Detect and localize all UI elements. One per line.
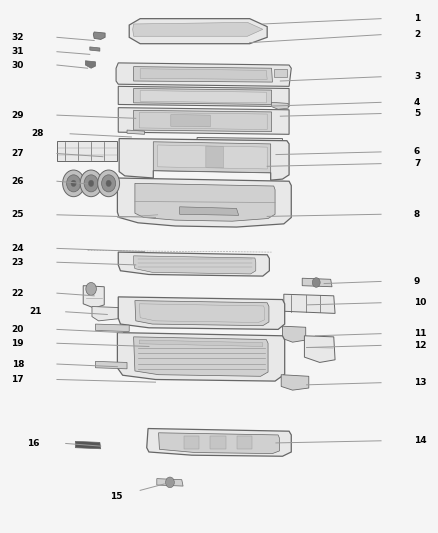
- Text: 9: 9: [414, 277, 420, 286]
- Polygon shape: [95, 324, 129, 332]
- Text: 3: 3: [414, 72, 420, 81]
- Text: 12: 12: [414, 341, 427, 350]
- Polygon shape: [75, 441, 101, 449]
- Polygon shape: [118, 108, 289, 134]
- Polygon shape: [302, 278, 332, 287]
- Polygon shape: [129, 19, 267, 44]
- Text: 30: 30: [12, 61, 24, 69]
- Polygon shape: [210, 436, 226, 449]
- Text: 17: 17: [11, 375, 24, 384]
- Text: 1: 1: [414, 14, 420, 23]
- Circle shape: [80, 170, 102, 197]
- Polygon shape: [134, 67, 272, 82]
- Text: 31: 31: [11, 47, 24, 56]
- Polygon shape: [140, 91, 266, 103]
- Polygon shape: [284, 294, 335, 313]
- Text: 13: 13: [414, 378, 427, 387]
- Text: 25: 25: [11, 211, 24, 219]
- Polygon shape: [118, 252, 269, 276]
- Polygon shape: [134, 88, 272, 104]
- Text: 32: 32: [11, 33, 24, 42]
- Circle shape: [84, 175, 98, 192]
- Circle shape: [63, 170, 85, 197]
- Polygon shape: [90, 47, 100, 51]
- Text: 22: 22: [11, 289, 24, 297]
- Polygon shape: [281, 375, 309, 390]
- Polygon shape: [83, 286, 104, 308]
- Polygon shape: [147, 429, 291, 456]
- Polygon shape: [139, 304, 265, 322]
- Polygon shape: [133, 22, 263, 36]
- Text: 20: 20: [12, 325, 24, 334]
- Polygon shape: [180, 207, 239, 215]
- Circle shape: [312, 278, 320, 287]
- Polygon shape: [57, 141, 117, 161]
- Text: 2: 2: [414, 30, 420, 39]
- Text: 26: 26: [11, 177, 24, 185]
- Circle shape: [106, 180, 111, 187]
- Polygon shape: [134, 110, 272, 132]
- Polygon shape: [134, 337, 268, 376]
- Polygon shape: [134, 256, 256, 274]
- Text: 24: 24: [11, 244, 24, 253]
- Text: 16: 16: [27, 439, 39, 448]
- Text: 23: 23: [11, 258, 24, 266]
- Polygon shape: [135, 301, 269, 326]
- Polygon shape: [118, 297, 285, 329]
- Circle shape: [166, 477, 174, 488]
- Polygon shape: [197, 138, 283, 149]
- Text: 19: 19: [11, 339, 24, 348]
- Polygon shape: [184, 436, 199, 449]
- Polygon shape: [274, 69, 287, 77]
- Polygon shape: [140, 69, 267, 79]
- Polygon shape: [283, 326, 306, 342]
- Text: 21: 21: [29, 308, 42, 316]
- Circle shape: [71, 180, 76, 187]
- Polygon shape: [85, 61, 95, 68]
- Polygon shape: [117, 333, 285, 381]
- Text: 18: 18: [11, 360, 24, 368]
- Polygon shape: [127, 130, 145, 134]
- Polygon shape: [158, 145, 267, 169]
- Polygon shape: [153, 142, 271, 173]
- Text: 8: 8: [414, 210, 420, 219]
- Text: 29: 29: [11, 111, 24, 119]
- Polygon shape: [139, 340, 263, 346]
- Text: 15: 15: [110, 492, 123, 501]
- Text: 7: 7: [414, 159, 420, 168]
- Text: 28: 28: [31, 130, 44, 138]
- Text: 10: 10: [414, 298, 426, 307]
- Polygon shape: [304, 336, 335, 362]
- Polygon shape: [117, 178, 291, 227]
- Text: 6: 6: [414, 148, 420, 156]
- Circle shape: [67, 175, 81, 192]
- Polygon shape: [272, 102, 288, 109]
- Text: 5: 5: [414, 109, 420, 118]
- Polygon shape: [118, 86, 289, 107]
- Text: 27: 27: [11, 149, 24, 158]
- Circle shape: [102, 175, 116, 192]
- Polygon shape: [93, 32, 105, 39]
- Polygon shape: [135, 183, 275, 221]
- Polygon shape: [92, 306, 118, 321]
- Circle shape: [98, 170, 120, 197]
- Polygon shape: [116, 63, 291, 86]
- Polygon shape: [157, 479, 183, 486]
- Circle shape: [88, 180, 94, 187]
- Polygon shape: [139, 112, 267, 130]
- Polygon shape: [159, 433, 279, 454]
- Polygon shape: [171, 115, 210, 127]
- Text: 4: 4: [414, 98, 420, 107]
- Text: 14: 14: [414, 437, 427, 445]
- Polygon shape: [237, 436, 252, 449]
- Polygon shape: [95, 361, 127, 369]
- Polygon shape: [206, 146, 223, 168]
- Polygon shape: [119, 139, 289, 180]
- Circle shape: [86, 282, 96, 295]
- Text: 11: 11: [414, 329, 427, 338]
